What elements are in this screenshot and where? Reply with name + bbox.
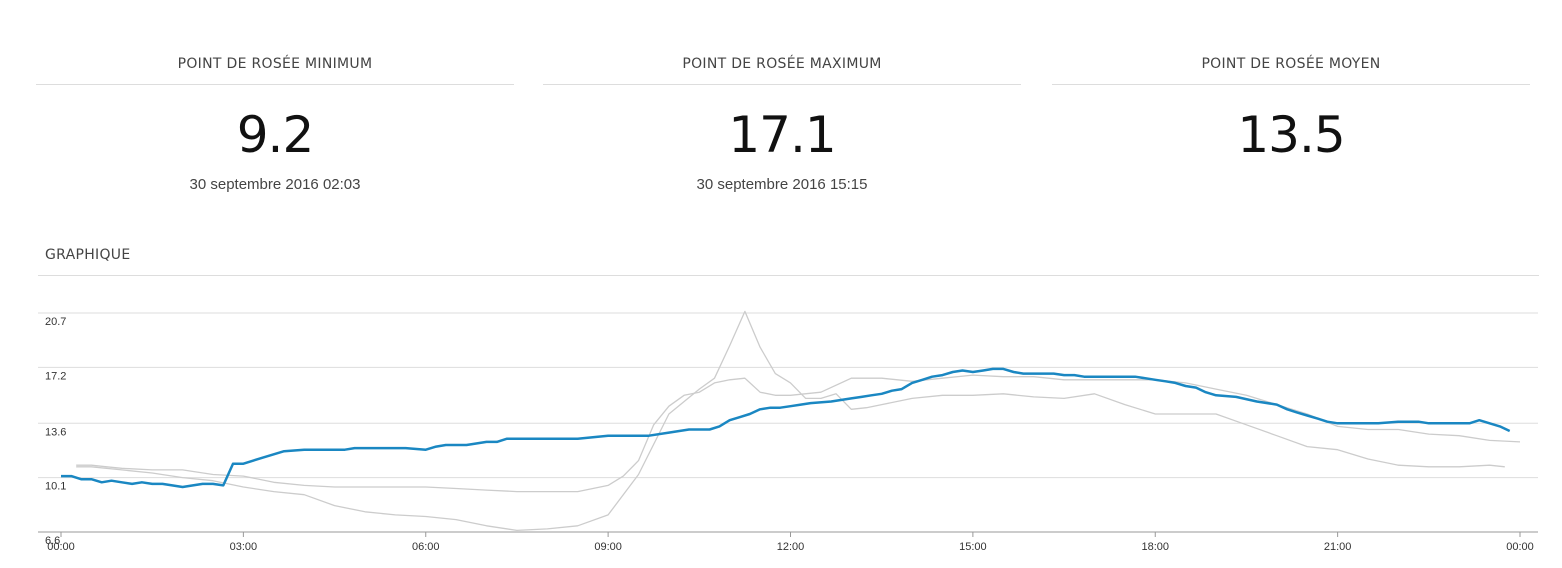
stat-minimum-value: 9.2 xyxy=(236,106,315,164)
series-line-reference xyxy=(76,310,1505,532)
stat-minimum-date: 30 septembre 2016 02:03 xyxy=(189,176,361,193)
x-tick-label: 00:00 xyxy=(1506,541,1534,553)
x-tick-label: 00:00 xyxy=(47,541,75,553)
x-tick-label: 18:00 xyxy=(1141,541,1169,553)
series-line-main xyxy=(61,367,1511,489)
x-tick-label: 15:00 xyxy=(959,541,987,553)
chart-title: GRAPHIQUE xyxy=(45,247,131,263)
x-tick-label: 12:00 xyxy=(777,541,805,553)
series-line-reference xyxy=(76,374,1521,493)
stat-minimum-title: POINT DE ROSÉE MINIMUM xyxy=(177,56,373,72)
stat-average-title: POINT DE ROSÉE MOYEN xyxy=(1201,56,1381,72)
chart-title-divider xyxy=(38,275,1539,276)
stat-maximum-date: 30 septembre 2016 15:15 xyxy=(696,176,868,193)
x-tick-label: 09:00 xyxy=(594,541,622,553)
stat-average-value: 13.5 xyxy=(1237,106,1345,164)
y-tick-label: 10.1 xyxy=(45,481,66,493)
y-tick-label: 6.6 xyxy=(45,535,60,547)
stat-maximum-title: POINT DE ROSÉE MAXIMUM xyxy=(682,56,882,72)
y-tick-label: 13.6 xyxy=(45,426,66,438)
y-tick-label: 17.2 xyxy=(45,370,66,382)
stat-minimum-divider xyxy=(36,84,514,85)
stat-maximum-value: 17.1 xyxy=(728,106,836,164)
stat-average-divider xyxy=(1052,84,1530,85)
stats-row: POINT DE ROSÉE MINIMUM 9.2 30 septembre … xyxy=(0,0,1562,220)
x-tick-label: 21:00 xyxy=(1324,541,1352,553)
x-tick-label: 03:00 xyxy=(230,541,258,553)
y-tick-label: 20.7 xyxy=(45,316,66,328)
x-tick-label: 06:00 xyxy=(412,541,440,553)
stat-maximum-divider xyxy=(543,84,1021,85)
